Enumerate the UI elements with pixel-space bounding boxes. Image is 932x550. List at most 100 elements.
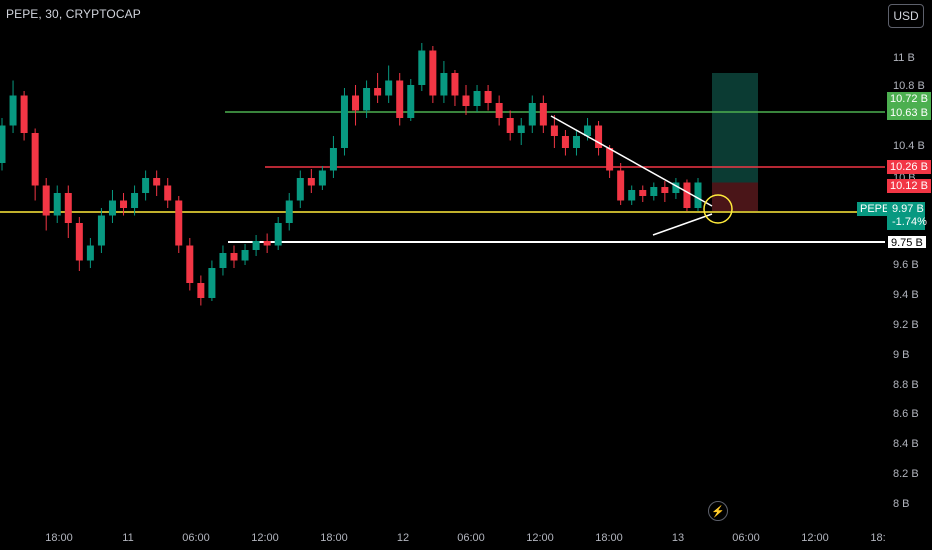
candle-body [64, 193, 72, 223]
current-price: 9.97 B [892, 203, 924, 215]
price-tick: 9.6 B [893, 259, 919, 271]
candle-body [230, 253, 238, 261]
level-label-green: 10.72 B [887, 92, 931, 106]
candle-body [407, 85, 415, 118]
candle-body [142, 178, 150, 193]
time-tick: 18:00 [595, 532, 623, 544]
candle-body [164, 185, 172, 201]
price-tick: 8.8 B [893, 379, 919, 391]
candle-body [285, 200, 293, 223]
time-tick: 13 [671, 532, 685, 544]
candle-body [462, 95, 470, 106]
candle-body [241, 250, 249, 261]
candle-body [517, 125, 525, 133]
time-tick: 18:00 [45, 532, 73, 544]
candle-body [108, 200, 116, 216]
price-tick: 9.4 B [893, 289, 919, 301]
candle-body [661, 187, 669, 193]
time-tick: 06:00 [182, 532, 210, 544]
time-tick: 18:00 [320, 532, 348, 544]
currency-button[interactable]: USD [888, 4, 924, 28]
candle-body [429, 50, 437, 96]
time-tick: 06:00 [732, 532, 760, 544]
candle-body [197, 283, 205, 298]
price-tick: 8.4 B [893, 438, 919, 450]
candle-body [318, 170, 326, 186]
candle-body [385, 80, 393, 96]
time-tick: 12:00 [801, 532, 829, 544]
candle-body [606, 148, 614, 171]
candle-body [252, 241, 260, 250]
ascending-trendline [652, 213, 713, 236]
candle-body [628, 190, 636, 201]
candle-body [208, 268, 216, 298]
candle-body [120, 200, 128, 208]
candle-body [539, 103, 547, 126]
price-tick: 11 B [893, 52, 915, 64]
candle-body [451, 73, 459, 96]
candle-body [694, 182, 702, 208]
time-tick: 12:00 [526, 532, 554, 544]
level-label-red: 10.12 B [887, 179, 931, 193]
current-price-tag: 9.97 B -1.74% [887, 202, 927, 230]
symbol-header: PEPE, 30, CRYPTOCAP [6, 7, 141, 21]
price-tick: 8 B [893, 498, 910, 510]
candle-body [75, 223, 83, 261]
descending-trendline [550, 115, 713, 207]
candle-body [263, 241, 271, 246]
price-tick: 9.2 B [893, 319, 919, 331]
candle-body [672, 182, 680, 193]
candle-body [153, 178, 161, 186]
candle-body [352, 95, 360, 111]
candle-body [617, 170, 625, 201]
level-label-red: 10.26 B [887, 160, 931, 174]
candle-body [175, 200, 183, 246]
candle-body [639, 190, 647, 196]
candle-body [683, 182, 691, 208]
candle-body [396, 80, 404, 118]
time-tick: 12 [396, 532, 410, 544]
breakout-highlight-circle [703, 194, 733, 224]
candle-body [440, 73, 448, 96]
candle-body [473, 91, 481, 106]
candle-body [307, 178, 315, 186]
candle-body [329, 148, 337, 171]
price-tick: 8.2 B [893, 468, 919, 480]
time-tick: 11 [122, 532, 134, 544]
candle-body [584, 125, 592, 136]
candle-body [219, 253, 227, 268]
candle-body [650, 187, 658, 196]
candle-body [131, 193, 139, 208]
lightning-icon[interactable]: ⚡ [708, 501, 728, 521]
candle-body [418, 50, 426, 85]
candle-body [561, 136, 569, 148]
price-tick: 8.6 B [893, 408, 919, 420]
candle-body [484, 91, 492, 103]
candle-body [550, 125, 558, 136]
candle-body [296, 178, 304, 201]
candle-body [20, 95, 28, 133]
candle-body [97, 215, 105, 246]
time-tick: 12:00 [251, 532, 279, 544]
candle-body [340, 95, 348, 148]
time-tick: 06:00 [457, 532, 485, 544]
current-change: -1.74% [892, 216, 927, 228]
candle-body [374, 88, 382, 96]
long-position-loss-zone [712, 182, 758, 211]
level-label-green: 10.63 B [887, 106, 931, 120]
price-tick: 10.4 B [893, 140, 925, 152]
candle-body [53, 193, 61, 216]
candle-body [363, 88, 371, 111]
symbol-price-tag: PEPE [857, 202, 893, 216]
candle-body [506, 118, 514, 133]
candle-body [495, 103, 503, 118]
candle-body [186, 245, 194, 283]
price-tick: 9 B [893, 349, 910, 361]
candle-body [42, 185, 50, 216]
price-tick: 10.8 B [893, 80, 925, 92]
candle-body [31, 133, 39, 186]
time-tick: 18: [870, 532, 886, 544]
candle-body [595, 125, 603, 148]
long-position-profit-zone [712, 73, 758, 183]
